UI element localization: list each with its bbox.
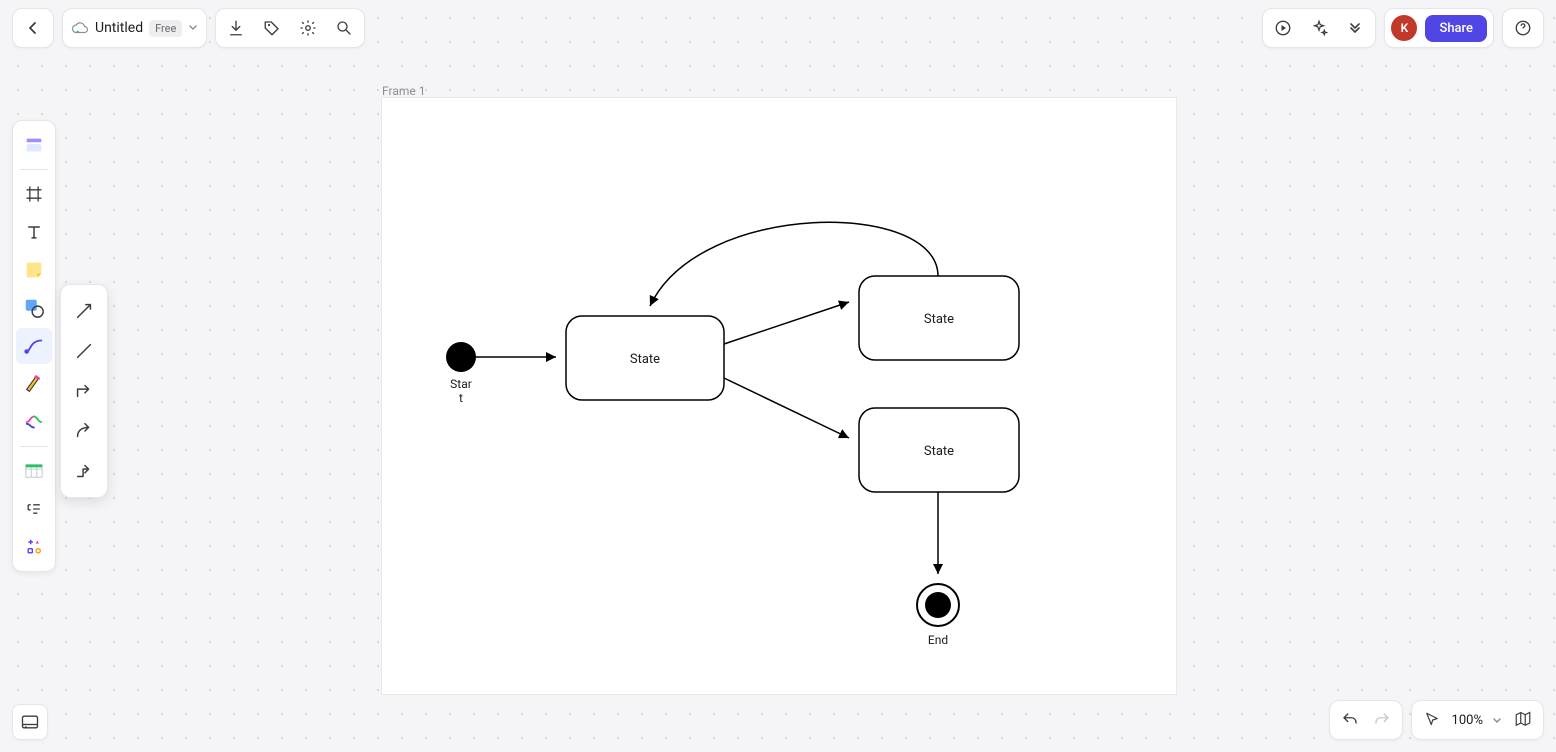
svg-text:State: State	[924, 312, 954, 327]
pointer-button[interactable]	[1416, 704, 1448, 736]
history-group	[1329, 700, 1403, 740]
line-tool[interactable]	[64, 331, 104, 371]
play-button[interactable]	[1267, 12, 1299, 44]
help-group	[1502, 8, 1544, 48]
separator	[20, 169, 48, 170]
settings-button[interactable]	[292, 12, 324, 44]
shape-tool[interactable]	[16, 290, 52, 326]
text-tool[interactable]	[16, 214, 52, 250]
right-toolbar: K Share	[1262, 8, 1544, 48]
minimap-button[interactable]	[1507, 704, 1539, 736]
svg-text:End: End	[928, 633, 948, 647]
svg-text:t: t	[459, 391, 463, 405]
download-button[interactable]	[220, 12, 252, 44]
svg-text:Star: Star	[450, 377, 472, 391]
tag-button[interactable]	[256, 12, 288, 44]
svg-text:State: State	[630, 352, 660, 367]
redo-button[interactable]	[1366, 704, 1398, 736]
step-arrow-tool[interactable]	[64, 451, 104, 491]
chevron-down-icon[interactable]	[188, 22, 198, 35]
sticky-note-tool[interactable]	[16, 252, 52, 288]
arrow-line-tool[interactable]	[64, 291, 104, 331]
more-shapes-tool[interactable]	[16, 529, 52, 565]
bottom-left-controls	[12, 704, 48, 740]
text-block-tool[interactable]	[16, 491, 52, 527]
search-button[interactable]	[328, 12, 360, 44]
table-tool[interactable]	[16, 453, 52, 489]
connector-tool[interactable]	[16, 328, 52, 364]
zoom-dropdown[interactable]	[1487, 704, 1507, 736]
back-group	[12, 8, 54, 48]
back-button[interactable]	[17, 12, 49, 44]
presentation-group	[1262, 8, 1376, 48]
share-button[interactable]: Share	[1425, 15, 1487, 42]
expand-button[interactable]	[1339, 12, 1371, 44]
zoom-level[interactable]: 100%	[1448, 713, 1487, 728]
document-title: Untitled	[95, 20, 143, 36]
plan-badge: Free	[149, 20, 182, 37]
frame-tool[interactable]	[16, 176, 52, 212]
curved-arrow-tool[interactable]	[64, 411, 104, 451]
view-group: 100%	[1411, 700, 1544, 740]
pen-tool[interactable]	[16, 366, 52, 402]
document-title-group[interactable]: Untitled Free	[62, 8, 207, 48]
sparkle-button[interactable]	[1303, 12, 1335, 44]
share-group: K Share	[1384, 8, 1494, 48]
state-diagram[interactable]: Start End State State State	[0, 0, 1556, 752]
left-toolbar	[12, 120, 56, 572]
template-tool[interactable]	[16, 127, 52, 163]
undo-button[interactable]	[1334, 704, 1366, 736]
elbow-arrow-tool[interactable]	[64, 371, 104, 411]
svg-text:State: State	[924, 444, 954, 459]
help-button[interactable]	[1507, 12, 1539, 44]
bottom-right-controls: 100%	[1329, 700, 1544, 740]
cloud-icon	[71, 19, 89, 37]
panel-toggle-button[interactable]	[12, 704, 48, 740]
mindmap-tool[interactable]	[16, 404, 52, 440]
avatar[interactable]: K	[1391, 15, 1417, 41]
separator	[20, 446, 48, 447]
document-actions	[215, 8, 365, 48]
connector-flyout	[60, 284, 108, 498]
